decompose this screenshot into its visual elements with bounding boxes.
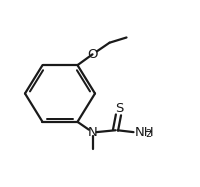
Text: S: S (115, 102, 123, 115)
Text: O: O (87, 48, 98, 61)
Text: N: N (88, 126, 97, 139)
Text: NH: NH (134, 126, 154, 139)
Text: 2: 2 (145, 129, 152, 139)
